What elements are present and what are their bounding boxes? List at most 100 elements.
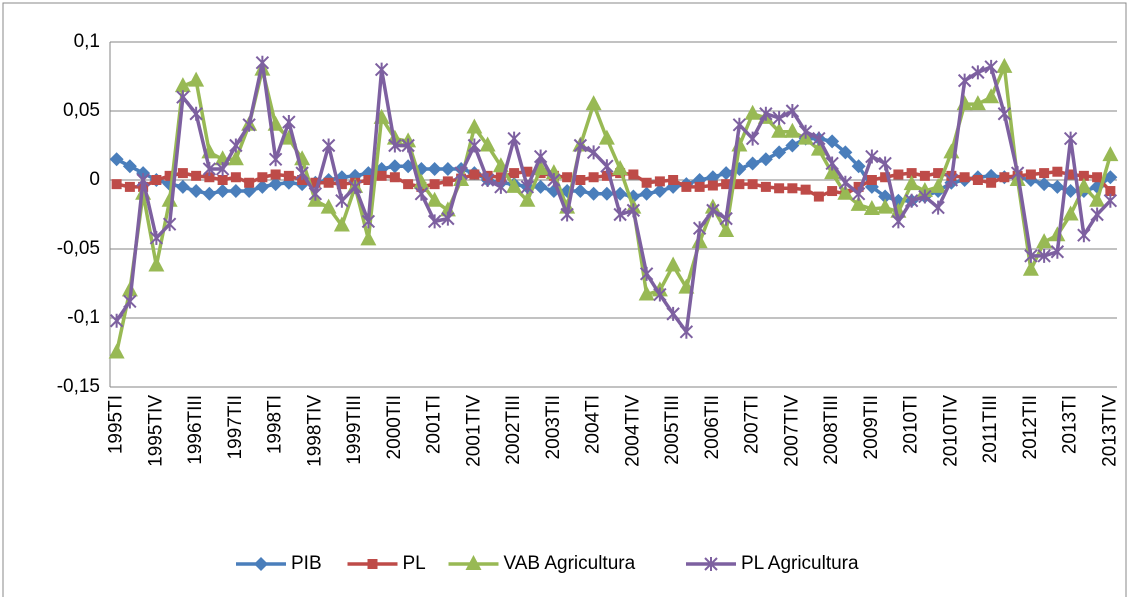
marker [598,129,615,145]
marker [758,152,773,167]
marker [997,106,1012,121]
marker [771,122,788,138]
marker [320,198,337,214]
marker [838,175,853,190]
marker [679,324,694,339]
marker [109,152,124,167]
marker [1063,184,1078,199]
marker [732,117,747,132]
marker [573,184,588,199]
marker [1105,186,1116,197]
marker [734,179,745,190]
marker [1063,131,1078,146]
marker [784,122,801,138]
marker [824,164,841,180]
marker [403,179,414,190]
marker [837,184,854,200]
marker [863,199,880,215]
marker [215,184,230,199]
marker [1062,205,1079,221]
marker [586,145,601,160]
marker [588,172,599,183]
marker [772,145,787,160]
marker [1037,177,1052,192]
marker [878,156,892,171]
marker [745,131,760,146]
marker [850,195,867,211]
marker [851,159,866,174]
marker [851,186,866,201]
marker [336,179,347,190]
marker [109,313,124,328]
marker [641,177,652,188]
marker [123,294,137,309]
x-tick-label: 2007TI [742,395,763,454]
marker [1075,177,1092,193]
y-tick-label: -0,05 [57,238,100,259]
marker [1022,260,1039,276]
marker [785,138,800,153]
marker [906,168,917,179]
legend-label: VAB Agricultura [504,553,636,574]
y-tick-label: -0,15 [57,376,100,397]
marker [374,62,389,77]
marker [507,131,521,146]
legend-marker [367,559,378,569]
marker [639,186,654,201]
marker [308,186,323,201]
marker [310,177,321,188]
marker [744,104,761,120]
marker [562,172,573,183]
marker [718,222,735,238]
marker [469,169,480,180]
legend-label: PIB [291,553,322,574]
marker [429,179,440,190]
y-tick-label: 0,1 [74,31,100,52]
marker [148,256,165,272]
marker [217,175,228,185]
marker [242,117,256,132]
marker [254,557,268,571]
marker [638,285,655,301]
marker [800,184,811,195]
marker [230,172,241,183]
marker [191,170,202,181]
marker [586,186,601,201]
x-tick-label: 2010TI [901,395,922,454]
marker [122,159,137,174]
marker [1103,193,1118,208]
marker [388,138,402,153]
marker [188,71,205,87]
marker [124,181,135,192]
marker [111,179,122,190]
marker [268,177,283,192]
marker [838,145,853,160]
legend-marker [465,555,482,570]
marker [996,57,1013,73]
marker [931,200,945,215]
marker [467,138,482,153]
marker [204,172,215,183]
marker [706,203,720,218]
marker [719,211,733,226]
y-tick-label: -0,1 [67,307,100,328]
marker [1089,191,1106,207]
x-tick-label: 1996TIII [185,395,206,465]
marker [930,177,947,193]
marker [787,183,798,194]
marker [376,170,387,181]
marker [454,166,468,181]
marker [333,216,350,232]
marker [639,266,654,281]
marker [785,104,800,118]
marker [533,179,548,194]
x-tick-label: 2001TI [424,395,445,454]
marker [360,230,377,246]
marker [227,150,244,166]
marker [628,169,639,180]
marker [323,177,334,188]
x-tick-label: 1999TIII [344,395,365,465]
marker [810,140,827,156]
marker [494,179,508,194]
